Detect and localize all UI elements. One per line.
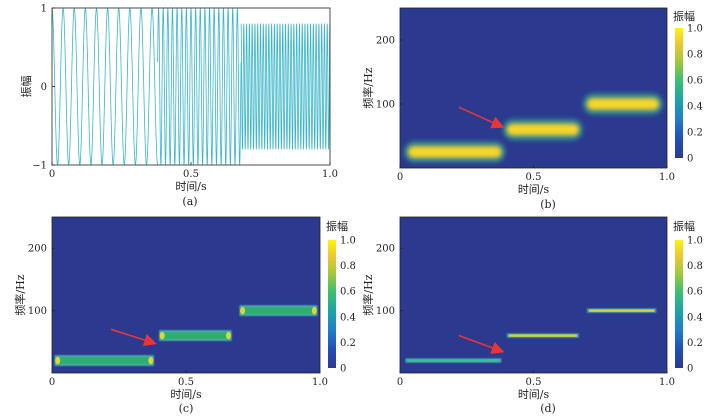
- y-axis-label: 振幅: [19, 76, 33, 98]
- y-tick-label: 100: [376, 306, 395, 317]
- ridges-group: [405, 308, 657, 363]
- x-tick-label: 1.0: [322, 169, 338, 180]
- panel-d: 振幅 0 0.2 0.4 0.6 0.8 1.0 0 0.5 1.0 100 200 时间/s 频率/Hz…: [361, 216, 703, 415]
- colorbar: 振幅 0 0.2 0.4 0.6 0.8 1.0: [673, 219, 703, 375]
- colorbar-label: 振幅: [673, 219, 695, 233]
- y-axis-label: 频率/Hz: [361, 67, 375, 108]
- x-tick-label: 0.5: [183, 169, 199, 180]
- colorbar-tick-label: 0: [340, 364, 346, 375]
- series-line-1: [51, 7, 159, 166]
- x-tick-label: 1.0: [312, 377, 328, 388]
- panel-a: 0 0.5 1.010−1时间/s振幅(a): [19, 4, 338, 209]
- x-tick-label: 0: [397, 377, 403, 388]
- ridge-end-right-2: [226, 331, 232, 340]
- y-tick-label: 0: [41, 82, 47, 93]
- colorbar: 振幅 0 0.2 0.4 0.6 0.8 1.0: [673, 9, 703, 165]
- ridge-2: [160, 331, 231, 340]
- colorbar-tick-label: 0: [687, 364, 693, 375]
- x-tick-label: 0.5: [526, 172, 542, 183]
- x-tick-label: 0.5: [526, 377, 542, 388]
- ridges-group: [54, 305, 318, 366]
- colorbar-tick-label: 0.4: [687, 102, 703, 113]
- colorbar-tick-label: 0.4: [340, 312, 356, 323]
- colorbar-tick-label: 0.6: [687, 287, 703, 298]
- colorbar-tick-label: 0.2: [687, 128, 703, 139]
- y-tick-label: 100: [28, 306, 47, 317]
- ridge-3: [240, 306, 317, 315]
- x-tick-label: 0: [49, 377, 55, 388]
- x-tick-label: 0: [397, 172, 403, 183]
- x-axis-label: 时间/s: [175, 180, 207, 193]
- colorbar-tick-label: 1.0: [687, 236, 703, 247]
- ridge-end-left-3: [240, 306, 246, 315]
- series-group: [51, 7, 331, 166]
- panel-b: 振幅 0 0.2 0.4 0.6 0.8 1.0 0 0.5 1.0 100 200 时间/s 频率/Hz…: [361, 7, 703, 211]
- y-axis-label: 频率/Hz: [13, 274, 27, 315]
- colorbar-gradient: [328, 240, 336, 368]
- ridge-3: [586, 98, 659, 110]
- heatmap-background: [52, 217, 320, 373]
- heatmap-background: [400, 217, 667, 373]
- series-line-3: [240, 23, 331, 150]
- colorbar-tick-label: 0.2: [687, 338, 703, 349]
- ridge-1: [408, 146, 502, 158]
- y-tick-label: 100: [376, 100, 395, 111]
- x-axis-label: 时间/s: [518, 388, 550, 401]
- colorbar-tick-label: 1.0: [340, 236, 356, 247]
- colorbar-tick-label: 0.6: [687, 76, 703, 87]
- colorbar-tick-label: 0.8: [687, 261, 703, 272]
- ridge-end-left-2: [159, 331, 165, 340]
- colorbar-tick-label: 0.8: [340, 261, 356, 272]
- panel-c: 振幅 0 0.2 0.4 0.6 0.8 1.0 0 0.5 1.0 100 200 时间/s 频率/Hz…: [13, 216, 356, 415]
- x-tick-label: 0: [49, 169, 55, 180]
- colorbar-tick-label: 0.8: [687, 50, 703, 61]
- ridge-1: [407, 359, 500, 362]
- colorbar-label: 振幅: [673, 9, 695, 23]
- ridge-2: [506, 123, 579, 136]
- colorbar-gradient: [675, 240, 683, 368]
- colorbar-tick-label: 0.6: [340, 287, 356, 298]
- ridge-end-left-1: [55, 356, 61, 365]
- colorbar-gradient: [675, 28, 683, 158]
- x-axis-label: 时间/s: [518, 183, 550, 196]
- colorbar-tick-label: 1.0: [687, 24, 703, 35]
- y-tick-label: 200: [376, 244, 395, 255]
- y-axis-label: 频率/Hz: [361, 274, 375, 315]
- ridge-2: [508, 334, 577, 337]
- x-tick-label: 1.0: [659, 172, 675, 183]
- annotation-arrow: [110, 328, 157, 347]
- ridges-group: [404, 93, 663, 163]
- colorbar-tick-label: 0: [687, 154, 693, 165]
- x-tick-label: 0.5: [178, 377, 194, 388]
- y-tick-label: 1: [41, 4, 47, 15]
- panel-caption: (d): [540, 402, 556, 415]
- y-tick-label: −1: [32, 161, 47, 172]
- ridge-end-right-1: [148, 356, 154, 365]
- y-tick-label: 200: [376, 36, 395, 47]
- colorbar: 振幅 0 0.2 0.4 0.6 0.8 1.0: [326, 219, 356, 375]
- y-tick-label: 200: [28, 244, 47, 255]
- colorbar-tick-label: 0.2: [340, 338, 356, 349]
- annotation-arrow: [458, 106, 505, 129]
- colorbar-tick-label: 0.4: [687, 312, 703, 323]
- panel-caption: (a): [182, 195, 197, 208]
- ridge-1: [55, 356, 153, 365]
- ridge-3: [588, 309, 655, 312]
- ridge-end-right-3: [311, 306, 317, 315]
- colorbar-label: 振幅: [326, 219, 348, 233]
- panel-caption: (b): [540, 198, 556, 211]
- annotation-arrow: [458, 334, 505, 354]
- panel-caption: (c): [179, 402, 194, 415]
- series-line-2: [157, 8, 242, 165]
- x-tick-label: 1.0: [659, 377, 675, 388]
- x-axis-label: 时间/s: [170, 388, 202, 401]
